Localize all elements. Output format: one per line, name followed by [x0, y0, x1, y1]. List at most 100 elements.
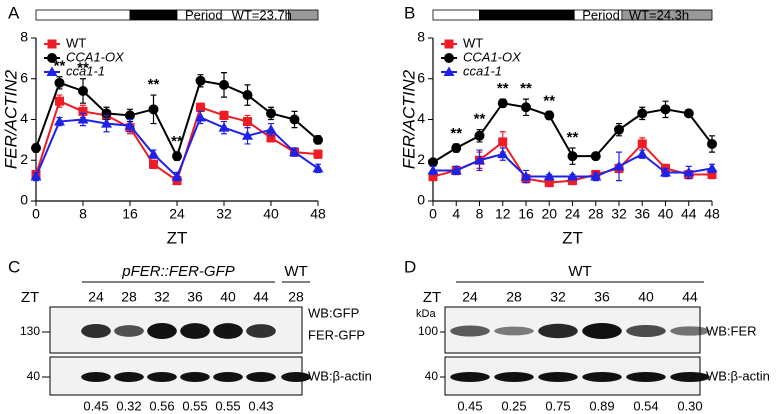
x-axis-label: ZT	[562, 228, 583, 247]
x-tick-label: 0	[429, 206, 437, 222]
marker	[266, 108, 276, 119]
marker	[637, 108, 648, 119]
significance: **	[171, 133, 183, 150]
target-band	[81, 323, 111, 339]
marker	[149, 159, 158, 169]
quant-label: 0.56	[149, 398, 174, 413]
target-band	[670, 326, 710, 336]
marker	[660, 104, 671, 115]
marker	[451, 143, 462, 154]
marker	[428, 157, 438, 168]
x-tick-label: 48	[704, 206, 720, 222]
y-axis-label: FER/ACTIN2	[1, 69, 20, 169]
x-tick-label: 44	[681, 206, 697, 222]
significance: **	[54, 58, 66, 75]
y-tick-label: 2	[20, 151, 28, 167]
actin-band	[147, 372, 177, 382]
actin-band	[494, 372, 534, 382]
marker	[544, 110, 555, 121]
y-tick-label: 6	[417, 69, 425, 85]
target-band	[450, 325, 490, 337]
marker	[219, 79, 229, 90]
lane-label: 44	[253, 289, 269, 305]
target-band	[147, 323, 177, 339]
group-label: WT	[568, 263, 591, 280]
period-label: Period	[582, 7, 620, 22]
lane-label: 24	[462, 289, 478, 305]
marker	[218, 122, 230, 132]
marker	[683, 166, 695, 177]
marker	[31, 143, 41, 154]
marker	[313, 149, 323, 159]
panel-label: D	[404, 257, 416, 276]
lane-label: 28	[121, 289, 137, 305]
marker	[54, 77, 65, 88]
unit-label: kDa	[416, 308, 436, 320]
marker	[265, 124, 277, 134]
period-segment	[621, 9, 713, 21]
marker	[78, 85, 88, 96]
y-tick-label: 4	[417, 110, 425, 126]
marker	[196, 102, 205, 112]
marker	[77, 114, 89, 124]
actin-band	[246, 372, 276, 382]
significance: **	[77, 60, 89, 77]
marker	[427, 164, 439, 175]
target-band	[114, 325, 144, 337]
marker	[520, 171, 532, 181]
legend-label: cca1-1	[463, 63, 502, 78]
panel-label: A	[8, 3, 20, 22]
group-label: pFER::FER-GFP	[121, 263, 235, 280]
blot-label: WB:β-actin	[706, 368, 770, 383]
lane-label: 32	[154, 289, 170, 305]
lane-label: 28	[506, 289, 522, 305]
x-tick-label: 32	[216, 206, 232, 222]
actin-band	[180, 372, 210, 382]
quant-label: 0.30	[677, 398, 702, 413]
marker	[313, 134, 323, 145]
significance: **	[474, 111, 486, 128]
quant-label: 0.43	[248, 398, 273, 413]
marker	[195, 111, 206, 122]
marker	[444, 39, 454, 49]
x-axis-label: ZT	[167, 228, 188, 247]
actin-band	[81, 372, 111, 382]
x-tick-label: 36	[634, 206, 650, 222]
marker	[450, 164, 462, 175]
marker	[242, 130, 253, 140]
marker	[30, 171, 42, 181]
period-value: WT=23.7h	[232, 7, 292, 22]
x-tick-label: 40	[658, 206, 674, 222]
marker	[242, 90, 253, 101]
significance: **	[520, 80, 532, 97]
marker	[544, 178, 554, 188]
x-tick-label: 28	[588, 206, 604, 222]
zt-label: ZT	[423, 289, 441, 306]
legend-label: CCA1-OX	[66, 49, 125, 64]
period-value: WT=24.3h	[629, 7, 689, 22]
lane-label: 44	[682, 289, 698, 305]
marker	[660, 166, 671, 177]
quant-label: 0.32	[116, 398, 141, 413]
x-tick-label: 12	[495, 206, 511, 222]
legend-label: WT	[66, 35, 86, 50]
significance: **	[543, 92, 555, 109]
x-tick-label: 4	[452, 206, 460, 222]
marker	[543, 171, 555, 181]
y-tick-label: 8	[417, 29, 425, 45]
marker	[101, 118, 112, 128]
mw-marker: 130	[20, 324, 40, 338]
target-band	[213, 323, 243, 339]
period-segment	[288, 9, 319, 21]
quant-label: 0.89	[589, 398, 614, 413]
y-axis-label: FER/ACTIN2	[399, 69, 418, 169]
quant-label: 0.45	[457, 398, 482, 413]
lane-label: 40	[220, 289, 236, 305]
period-segment	[35, 9, 131, 21]
marker	[125, 110, 135, 121]
marker	[614, 124, 624, 135]
marker	[683, 108, 694, 119]
y-tick-label: 6	[20, 69, 28, 85]
marker	[172, 151, 182, 162]
x-tick-label: 16	[518, 206, 534, 222]
